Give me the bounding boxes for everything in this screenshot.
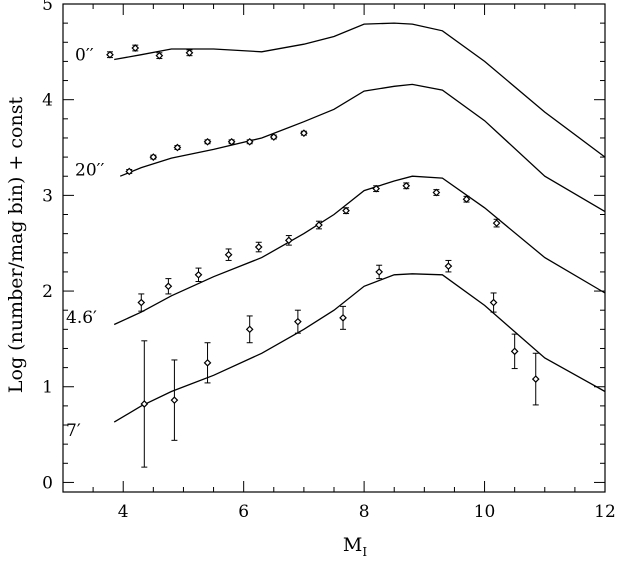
data-point: [245, 325, 254, 334]
data-point: [164, 282, 173, 291]
model-curve: [119, 83, 606, 213]
y-tick-label: 2: [42, 282, 53, 302]
data-point: [284, 236, 293, 245]
data-point: [492, 219, 501, 227]
data-point: [300, 129, 308, 138]
data-point: [173, 143, 182, 152]
data-point: [372, 184, 381, 193]
data-point: [375, 268, 384, 276]
model-curve: [113, 273, 606, 423]
data-point: [170, 396, 179, 404]
data-point: [203, 358, 212, 367]
data-point: [125, 167, 134, 176]
data-point: [402, 181, 411, 190]
x-axis-title: MI: [343, 534, 367, 559]
y-tick-label: 5: [42, 0, 53, 15]
data-point: [444, 262, 453, 271]
model-curve: [114, 22, 606, 158]
x-tick-label: 6: [238, 502, 249, 522]
data-point: [339, 314, 347, 322]
y-tick-label: 3: [42, 186, 53, 206]
y-tick-label: 0: [42, 473, 53, 493]
data-point: [185, 48, 194, 57]
data-point: [510, 347, 519, 356]
data-point: [149, 153, 158, 161]
curve-label: 0′′: [75, 46, 94, 66]
data-point: [245, 137, 254, 146]
data-point: [462, 195, 471, 204]
data-point: [254, 243, 263, 251]
series-4: 7′: [66, 259, 606, 468]
series-1: 0′′: [75, 22, 606, 158]
plot-area: 0′′ 20′′ 4.6′ 7′: [66, 22, 606, 468]
curve-label: 7′: [66, 421, 81, 441]
data-point: [294, 317, 302, 326]
data-point: [106, 50, 114, 59]
series-3: 4.6′: [66, 175, 606, 328]
data-point: [269, 133, 278, 141]
data-point: [131, 44, 140, 52]
data-point: [140, 400, 149, 408]
data-point: [531, 375, 540, 383]
data-point: [227, 137, 236, 146]
x-axis-title-main: M: [343, 534, 362, 556]
x-tick-label: 12: [594, 502, 616, 522]
data-point: [432, 188, 441, 197]
y-tick-label: 4: [42, 91, 53, 111]
series-2: 20′′: [75, 83, 606, 213]
x-axis-title-subscript: I: [362, 545, 367, 559]
x-tick-label: 10: [474, 502, 496, 522]
x-tick-label: 4: [118, 502, 129, 522]
y-tick-label: 1: [42, 378, 53, 398]
curve-label: 20′′: [75, 161, 104, 181]
x-tick-label: 8: [359, 502, 370, 522]
data-point: [315, 221, 323, 229]
model-curve: [113, 175, 606, 326]
data-point: [155, 51, 164, 60]
y-axis-title: Log (number/mag bin) + const: [5, 97, 27, 394]
data-point: [137, 298, 146, 307]
data-point: [489, 298, 498, 307]
data-point: [342, 206, 350, 215]
curve-label: 4.6′: [66, 308, 97, 328]
data-point: [194, 270, 203, 279]
data-point: [203, 137, 212, 146]
data-point: [224, 250, 233, 259]
